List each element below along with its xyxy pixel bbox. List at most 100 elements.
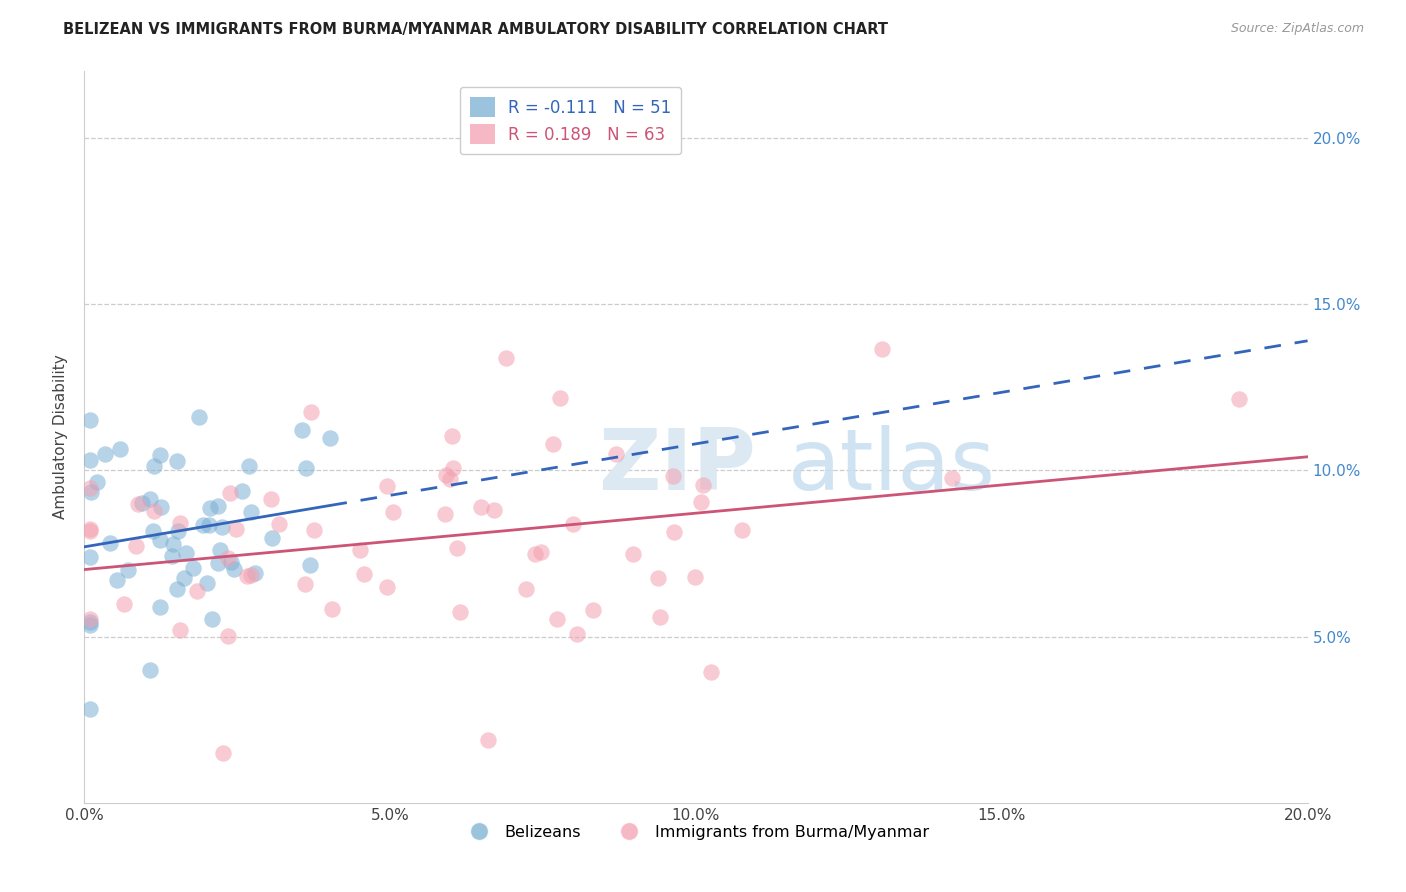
Point [219,555,242,569]
Point [683,569,706,583]
Point [260,491,283,506]
Point [139,492,162,507]
Point [166,453,188,467]
Y-axis label: Ambulatory Disability: Ambulatory Disability [53,355,69,519]
Point [267,517,290,532]
Point [295,460,318,475]
Point [294,577,316,591]
Point [301,404,323,418]
Point [1227,392,1250,406]
Point [79,452,101,467]
Point [441,461,464,475]
Point [131,496,153,510]
Point [169,624,191,638]
Point [530,545,553,559]
Text: ZIP: ZIP [598,425,756,508]
Point [105,574,128,588]
Point [302,523,325,537]
Point [167,524,190,538]
Point [523,547,546,561]
Point [484,502,506,516]
Point [79,413,101,427]
Point [169,516,191,530]
Point [79,524,101,538]
Point [208,543,231,558]
Point [162,537,184,551]
Point [382,505,405,519]
Point [218,486,240,500]
Point [127,497,149,511]
Text: Source: ZipAtlas.com: Source: ZipAtlas.com [1230,22,1364,36]
Point [117,563,139,577]
Point [142,504,165,518]
Point [647,571,669,585]
Point [108,442,131,456]
Point [149,533,172,547]
Point [353,566,375,581]
Point [446,541,468,556]
Point [149,449,172,463]
Point [79,550,101,565]
Point [662,469,685,483]
Point [243,566,266,581]
Point [79,522,101,536]
Point [212,746,235,760]
Point [112,597,135,611]
Point [434,467,457,482]
Point [94,447,117,461]
Point [319,431,342,445]
Point [515,582,537,596]
Point [623,547,645,561]
Point [80,485,103,500]
Point [434,507,457,521]
Point [495,351,517,366]
Point [440,429,463,443]
Point [183,560,205,574]
Point [166,582,188,597]
Point [79,481,101,495]
Point [375,479,398,493]
Point [664,524,686,539]
Point [941,471,963,485]
Point [173,571,195,585]
Legend: Belizeans, Immigrants from Burma/Myanmar: Belizeans, Immigrants from Burma/Myanmar [457,818,935,846]
Point [224,562,246,576]
Point [79,615,101,629]
Point [548,392,571,406]
Point [449,605,471,619]
Point [217,629,239,643]
Point [605,447,627,461]
Point [477,733,499,747]
Point [124,539,146,553]
Point [79,618,101,632]
Text: BELIZEAN VS IMMIGRANTS FROM BURMA/MYANMAR AMBULATORY DISABILITY CORRELATION CHAR: BELIZEAN VS IMMIGRANTS FROM BURMA/MYANMA… [63,22,889,37]
Point [239,505,262,519]
Point [582,603,605,617]
Point [143,458,166,473]
Point [236,569,259,583]
Point [648,609,671,624]
Point [142,524,165,538]
Point [86,475,108,489]
Point [188,409,211,424]
Point [198,517,221,532]
Point [565,627,588,641]
Point [225,522,247,536]
Point [174,546,197,560]
Point [217,550,239,565]
Point [149,500,172,515]
Point [321,602,343,616]
Point [692,478,714,492]
Point [186,583,208,598]
Point [191,517,214,532]
Point [349,542,371,557]
Text: atlas: atlas [787,425,995,508]
Point [201,612,224,626]
Point [79,702,101,716]
Point [198,500,221,515]
Point [546,612,568,626]
Point [541,437,564,451]
Point [375,580,398,594]
Point [872,342,894,356]
Point [231,483,253,498]
